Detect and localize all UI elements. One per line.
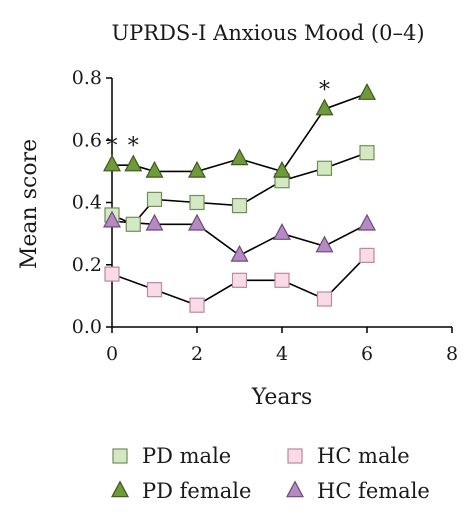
y-tick-label: 0.8 <box>72 67 102 89</box>
x-tick-label: 2 <box>191 343 203 365</box>
data-point <box>103 210 121 228</box>
legend-label: HC female <box>317 479 430 503</box>
legend-label: PD male <box>142 444 231 468</box>
data-point <box>230 244 249 262</box>
x-tick-label: 8 <box>446 343 458 365</box>
x-axis-label: Years <box>251 385 313 410</box>
y-tick-label: 0.6 <box>72 129 102 151</box>
data-point <box>231 198 248 214</box>
y-tick-label: 0.4 <box>72 192 102 214</box>
data-point <box>315 235 334 253</box>
legend-marker <box>287 448 303 464</box>
significance-marker: * <box>128 134 139 159</box>
data-point <box>230 148 249 166</box>
data-point <box>359 145 375 161</box>
data-point <box>145 213 164 231</box>
x-tick-label: 0 <box>106 343 118 365</box>
data-point <box>146 282 163 298</box>
legend-marker <box>286 480 304 498</box>
legend-marker <box>112 448 128 464</box>
data-point <box>274 272 290 288</box>
y-tick-label: 0.2 <box>72 254 102 276</box>
significance-marker: * <box>107 134 118 159</box>
x-tick-label: 6 <box>361 343 373 365</box>
data-point <box>231 272 248 288</box>
data-point <box>145 160 164 178</box>
data-point <box>188 160 206 178</box>
data-point <box>316 291 333 307</box>
y-tick-label: 0.0 <box>72 316 102 338</box>
data-point <box>124 154 143 172</box>
data-point <box>315 98 334 116</box>
chart-title: UPRDS-I Anxious Mood (0–4) <box>111 21 424 45</box>
data-point <box>189 194 205 211</box>
data-point <box>188 213 206 231</box>
data-point <box>103 154 121 172</box>
data-point <box>104 266 120 282</box>
data-point <box>273 160 291 178</box>
y-axis-label: Mean score <box>17 139 42 269</box>
significance-marker: * <box>319 78 330 103</box>
legend-label: HC male <box>317 444 410 468</box>
legend: PD male PD female HC male HC female <box>111 444 430 503</box>
data-point <box>359 247 375 264</box>
x-tick-label: 4 <box>276 343 288 365</box>
data-point <box>273 223 291 240</box>
data-point <box>125 216 141 232</box>
plot-area: 0.0 0.2 0.4 0.6 0.8 0 2 4 6 8 * * * <box>72 67 458 365</box>
data-point <box>146 191 163 207</box>
data-point <box>358 213 376 231</box>
data-point <box>316 160 333 176</box>
legend-marker <box>111 480 129 498</box>
data-point <box>358 83 376 100</box>
legend-label: PD female <box>142 479 251 503</box>
data-point <box>189 297 205 313</box>
